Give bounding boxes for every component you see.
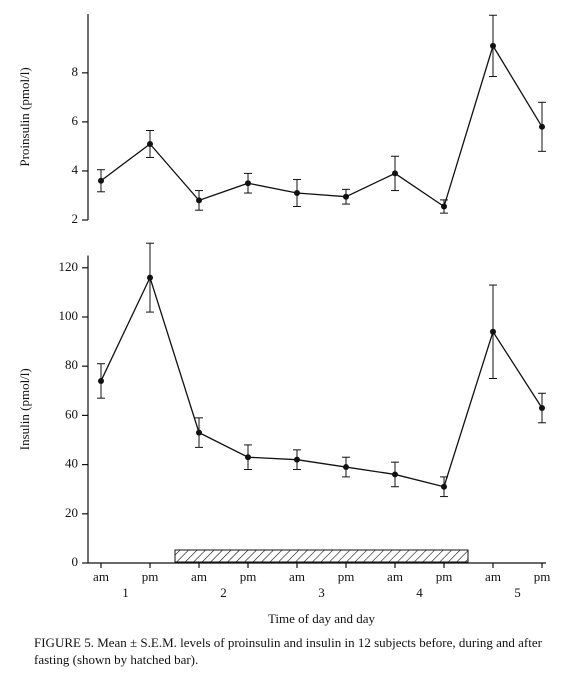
x-tick-label: am (191, 569, 207, 584)
x-axis-label: Time of day and day (268, 611, 376, 626)
data-point (147, 274, 153, 281)
x-tick-label: am (387, 569, 403, 584)
series-line (100, 44, 543, 208)
data-point (490, 328, 496, 335)
data-point (441, 203, 447, 210)
y-tick-label: 6 (72, 113, 79, 128)
data-point (441, 483, 447, 490)
data-point (196, 429, 202, 436)
fasting-bar (174, 549, 469, 563)
y-tick-label: 80 (65, 357, 78, 372)
x-tick-label: pm (534, 569, 551, 584)
x-tick-label: pm (142, 569, 159, 584)
y-axis-label: Insulin (pmol/l) (17, 368, 32, 450)
x-tick-label: am (485, 569, 501, 584)
data-point (343, 464, 349, 471)
x-tick-label: am (289, 569, 305, 584)
day-label: 5 (514, 585, 521, 600)
data-point (245, 180, 251, 187)
day-label: 2 (220, 585, 227, 600)
data-point (98, 177, 104, 184)
y-tick-label: 20 (65, 505, 78, 520)
y-tick-label: 100 (59, 308, 79, 323)
y-tick-label: 60 (65, 406, 78, 421)
series-line (100, 275, 543, 488)
x-tick-label: pm (240, 569, 257, 584)
data-point (539, 405, 545, 412)
data-point (490, 42, 496, 49)
data-point (343, 193, 349, 200)
y-tick-label: 0 (72, 554, 79, 569)
data-point (392, 170, 398, 177)
x-tick-label: am (93, 569, 109, 584)
day-label: 1 (122, 585, 129, 600)
x-tick-label: pm (338, 569, 355, 584)
y-axis-label: Proinsulin (pmol/l) (17, 67, 32, 166)
y-tick-label: 2 (72, 211, 79, 226)
data-point (98, 377, 104, 384)
data-point (294, 190, 300, 197)
data-point (294, 456, 300, 463)
data-point (539, 123, 545, 130)
y-tick-label: 40 (65, 456, 78, 471)
day-label: 3 (318, 585, 325, 600)
y-tick-label: 4 (72, 162, 79, 177)
data-point (196, 197, 202, 204)
day-label: 4 (416, 585, 423, 600)
caption: FIGURE 5. Mean ± S.E.M. levels of proins… (34, 635, 542, 667)
y-tick-label: 8 (72, 64, 79, 79)
x-tick-label: pm (436, 569, 453, 584)
chart: 2 4 6 8 Proinsulin (pmol/l) 0 20 40 60 80 100 120 In… (17, 14, 551, 626)
data-point (245, 454, 251, 461)
data-point (392, 471, 398, 478)
y-tick-label: 120 (59, 259, 79, 274)
data-point (147, 140, 153, 147)
